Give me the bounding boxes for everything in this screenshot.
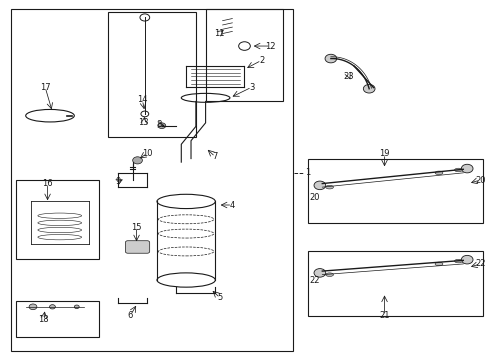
Text: 6: 6 bbox=[127, 311, 133, 320]
Circle shape bbox=[313, 269, 325, 277]
Bar bbox=[307, 158, 482, 223]
Ellipse shape bbox=[454, 259, 461, 263]
Circle shape bbox=[363, 85, 374, 93]
Circle shape bbox=[158, 123, 165, 129]
Text: 8: 8 bbox=[156, 120, 162, 129]
Circle shape bbox=[460, 255, 472, 264]
Ellipse shape bbox=[434, 171, 442, 175]
Circle shape bbox=[460, 164, 472, 173]
Ellipse shape bbox=[454, 168, 461, 172]
Bar bbox=[16, 180, 99, 258]
Ellipse shape bbox=[325, 185, 333, 189]
Circle shape bbox=[325, 54, 336, 63]
Circle shape bbox=[49, 305, 55, 309]
Ellipse shape bbox=[434, 262, 442, 266]
Circle shape bbox=[313, 181, 325, 190]
Text: 4: 4 bbox=[229, 201, 235, 210]
Text: 17: 17 bbox=[40, 83, 50, 92]
Ellipse shape bbox=[325, 273, 333, 276]
Text: 19: 19 bbox=[379, 149, 389, 158]
Text: 13: 13 bbox=[138, 118, 149, 127]
Text: 21: 21 bbox=[379, 311, 389, 320]
Text: 22: 22 bbox=[308, 276, 319, 285]
Text: 16: 16 bbox=[42, 179, 53, 188]
Text: 18: 18 bbox=[38, 315, 49, 324]
Bar bbox=[16, 301, 99, 337]
Text: 20: 20 bbox=[308, 193, 319, 202]
Text: 3: 3 bbox=[248, 83, 254, 92]
Text: 15: 15 bbox=[131, 222, 142, 231]
Text: 12: 12 bbox=[265, 41, 275, 50]
Circle shape bbox=[29, 304, 37, 310]
Bar bbox=[205, 9, 283, 102]
Text: 11: 11 bbox=[214, 29, 224, 38]
Text: 23: 23 bbox=[343, 72, 354, 81]
Text: 5: 5 bbox=[217, 293, 223, 302]
Text: 10: 10 bbox=[142, 149, 152, 158]
Bar bbox=[11, 9, 292, 351]
Bar bbox=[307, 251, 482, 316]
Bar bbox=[108, 12, 196, 137]
Text: 9: 9 bbox=[115, 177, 121, 186]
FancyBboxPatch shape bbox=[125, 241, 149, 253]
Text: 14: 14 bbox=[137, 95, 147, 104]
Text: 20: 20 bbox=[474, 176, 485, 185]
Circle shape bbox=[132, 157, 142, 164]
Circle shape bbox=[74, 305, 79, 309]
Text: 1: 1 bbox=[305, 168, 310, 177]
Text: 7: 7 bbox=[212, 152, 218, 161]
Text: 2: 2 bbox=[258, 56, 264, 65]
Text: 22: 22 bbox=[474, 260, 485, 269]
